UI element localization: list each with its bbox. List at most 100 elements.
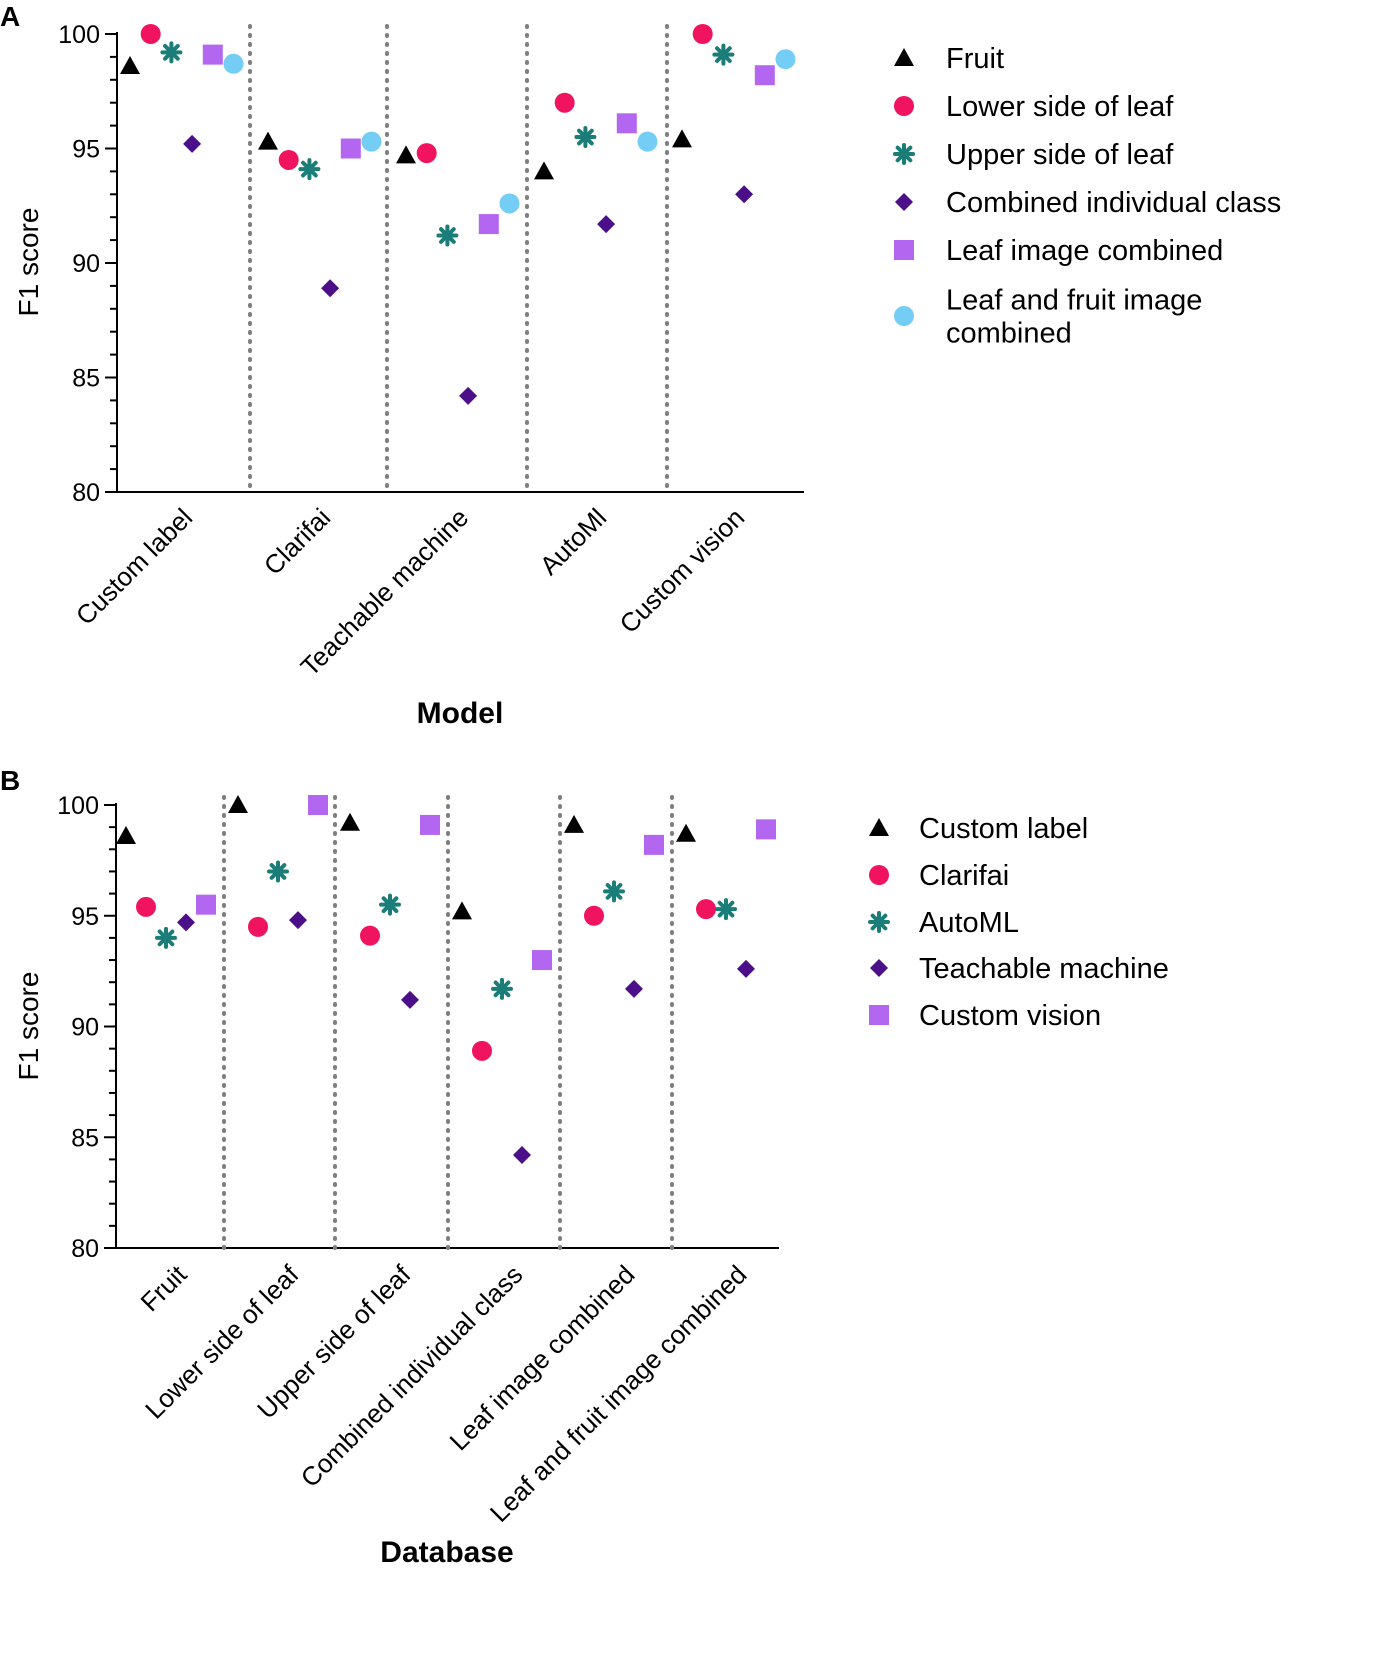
data-point <box>202 44 223 65</box>
y-tick-label: 80 <box>71 1235 99 1263</box>
data-point <box>340 138 361 159</box>
data-point <box>491 977 513 1000</box>
data-point <box>696 899 716 920</box>
asterisk-stroke <box>577 128 594 146</box>
data-point <box>597 215 616 234</box>
y-axis-title: F1 score <box>13 208 44 317</box>
data-point <box>116 826 136 845</box>
asterisk-stroke <box>870 913 888 931</box>
data-point <box>692 24 713 44</box>
series-0 <box>116 795 696 920</box>
panel-letter: B <box>0 765 20 796</box>
legend-marker <box>894 306 914 326</box>
data-point <box>248 916 268 937</box>
legend-label: Leaf and fruit image <box>946 285 1202 317</box>
legend-marker <box>870 959 888 977</box>
data-point <box>160 41 183 64</box>
data-point <box>267 860 289 883</box>
legend-label: Combined individual class <box>946 187 1281 219</box>
series-4 <box>202 44 775 235</box>
legend-label: Lower side of leaf <box>946 91 1174 123</box>
data-point <box>298 158 321 181</box>
data-point <box>625 979 643 998</box>
data-point <box>416 143 437 164</box>
y-tick-label: 100 <box>57 792 99 820</box>
y-tick-label: 95 <box>71 903 99 931</box>
y-tick-label: 90 <box>71 1014 99 1042</box>
legend: Custom label Clarifai AutoML Teachable mach… <box>868 813 1169 1032</box>
series-3 <box>177 911 755 1164</box>
x-category-label: Leaf image combined <box>443 1259 640 1456</box>
y-tick-label: 90 <box>72 250 100 278</box>
data-point <box>136 896 156 917</box>
y-tick-label: 100 <box>58 21 100 49</box>
x-category-label: Fruit <box>135 1259 194 1318</box>
asterisk-stroke <box>157 929 175 947</box>
y-tick-label: 85 <box>71 1124 99 1152</box>
series-2 <box>160 41 735 247</box>
x-category-label: AutoMl <box>534 502 612 580</box>
legend-marker <box>893 143 915 165</box>
data-point <box>340 812 360 831</box>
x-category-label: Clarifai <box>258 502 336 580</box>
legend-marker <box>894 240 914 260</box>
x-category-label: Custom vision <box>614 502 751 639</box>
data-point <box>616 113 637 134</box>
asterisk-stroke <box>163 43 180 61</box>
data-point <box>155 926 177 949</box>
asterisk-stroke <box>605 883 623 900</box>
data-point <box>637 131 658 152</box>
data-point <box>715 898 737 921</box>
legend-label: Clarifai <box>919 860 1009 892</box>
data-point <box>223 53 244 74</box>
data-point <box>574 126 597 149</box>
data-point <box>737 959 755 978</box>
data-point <box>644 834 664 855</box>
series-4 <box>196 795 776 971</box>
x-axis-title: Database <box>380 1536 513 1569</box>
series-0 <box>120 56 692 180</box>
y-tick-label: 80 <box>72 479 100 507</box>
legend-marker <box>869 818 889 836</box>
data-point <box>401 990 419 1009</box>
data-point <box>183 134 202 153</box>
panel-letter: A <box>0 1 20 32</box>
asterisk-stroke <box>715 46 732 63</box>
data-point <box>499 193 520 214</box>
data-point <box>754 65 775 86</box>
data-point <box>676 823 696 842</box>
series-2 <box>155 860 737 1000</box>
y-tick-label: 85 <box>72 365 100 393</box>
legend-label: Leaf image combined <box>946 235 1223 267</box>
data-point <box>196 894 216 915</box>
series-5 <box>223 49 796 214</box>
y-axis-title: F1 score <box>13 972 44 1081</box>
legend-marker <box>894 96 914 116</box>
asterisk-stroke <box>269 863 287 880</box>
data-point <box>452 901 472 920</box>
asterisk-stroke <box>439 227 456 244</box>
legend-label: Upper side of leaf <box>946 139 1174 171</box>
data-point <box>584 905 604 926</box>
x-category-label: Custom label <box>70 502 199 631</box>
legend-marker <box>894 48 914 66</box>
data-point <box>120 56 140 75</box>
y-tick-label: 95 <box>72 136 100 164</box>
legend-marker <box>895 193 913 211</box>
data-point <box>289 911 307 930</box>
legend-label: combined <box>946 318 1072 350</box>
asterisk-stroke <box>717 900 735 918</box>
asterisk-stroke <box>381 896 399 914</box>
data-point <box>478 214 499 235</box>
data-point <box>712 43 735 66</box>
data-point <box>321 279 340 298</box>
series-1 <box>136 896 716 1061</box>
data-point <box>564 814 584 833</box>
legend-marker <box>869 865 889 885</box>
data-point <box>672 129 692 148</box>
data-point <box>436 224 459 247</box>
data-point <box>228 795 248 813</box>
data-point <box>534 161 554 180</box>
